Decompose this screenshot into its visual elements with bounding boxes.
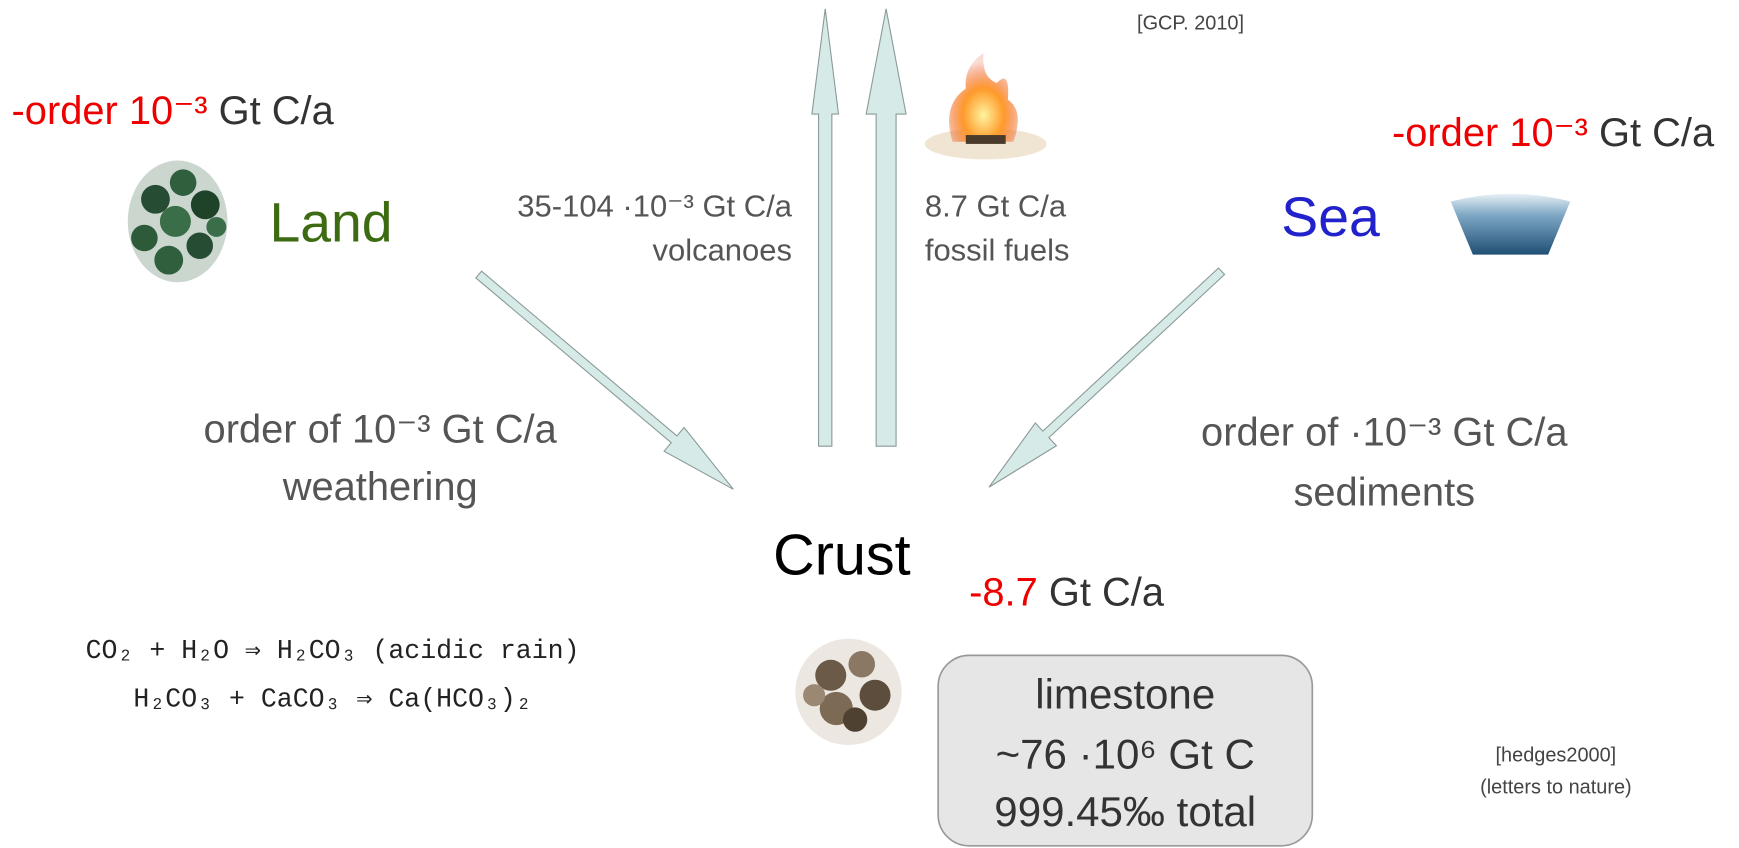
land-rate-unit: Gt C/a xyxy=(219,88,335,132)
trees-icon xyxy=(128,161,228,283)
crust-rate-red: -8.7 xyxy=(969,570,1038,614)
land-rate-red: -order 10⁻³ xyxy=(12,88,208,132)
source-bottom: [hedges2000] xyxy=(1496,744,1617,766)
box-line: ~76 ·10⁶ Gt C xyxy=(996,730,1255,777)
arrows xyxy=(476,9,1225,489)
land-label: Land xyxy=(269,192,392,254)
diagram: [GCP. 2010] -order 10⁻³ Gt C/a Land 35-1… xyxy=(0,0,1739,848)
box-line: 999.45‰ total xyxy=(994,788,1256,835)
flow-arrow xyxy=(812,9,839,446)
sediments-rate: order of ·10⁻³ Gt C/a xyxy=(1201,411,1568,455)
crust-label: Crust xyxy=(773,523,911,587)
equation: CO₂ + H₂O ⇒ H₂CO₃ (acidic rain) xyxy=(86,636,580,666)
sea-rate-unit: Gt C/a xyxy=(1599,111,1715,155)
sea-rate: -order 10⁻³ Gt C/a xyxy=(1392,111,1715,155)
source-top: [GCP. 2010] xyxy=(1137,13,1244,35)
crust-rate-unit: Gt C/a xyxy=(1049,570,1165,614)
sea-rate-red: -order 10⁻³ xyxy=(1392,111,1588,155)
source-bottom: (letters to nature) xyxy=(1480,776,1632,798)
flow-arrow xyxy=(476,271,733,489)
weathering-rate: order of 10⁻³ Gt C/a xyxy=(204,407,558,451)
land-rate: -order 10⁻³ Gt C/a xyxy=(12,88,335,132)
flow-arrow xyxy=(989,268,1224,487)
volcanoes-rate: 35-104 ·10⁻³ Gt C/a xyxy=(517,188,792,223)
sea-label: Sea xyxy=(1281,186,1380,248)
fossil-label: fossil fuels xyxy=(925,233,1070,268)
sea-icon xyxy=(1451,194,1571,255)
fossil-rate: 8.7 Gt C/a xyxy=(925,188,1067,223)
box-line: limestone xyxy=(1035,671,1215,718)
flow-arrow xyxy=(866,9,906,446)
sediments-label: sediments xyxy=(1293,470,1475,514)
volcanoes-label: volcanoes xyxy=(652,233,792,268)
equation: H₂CO₃ + CaCO₃ ⇒ Ca(HCO₃)₂ xyxy=(133,685,531,715)
rock-icon xyxy=(795,639,901,745)
fire-icon xyxy=(925,53,1047,159)
weathering-label: weathering xyxy=(282,465,478,509)
crust-rate: -8.7 Gt C/a xyxy=(969,570,1165,614)
